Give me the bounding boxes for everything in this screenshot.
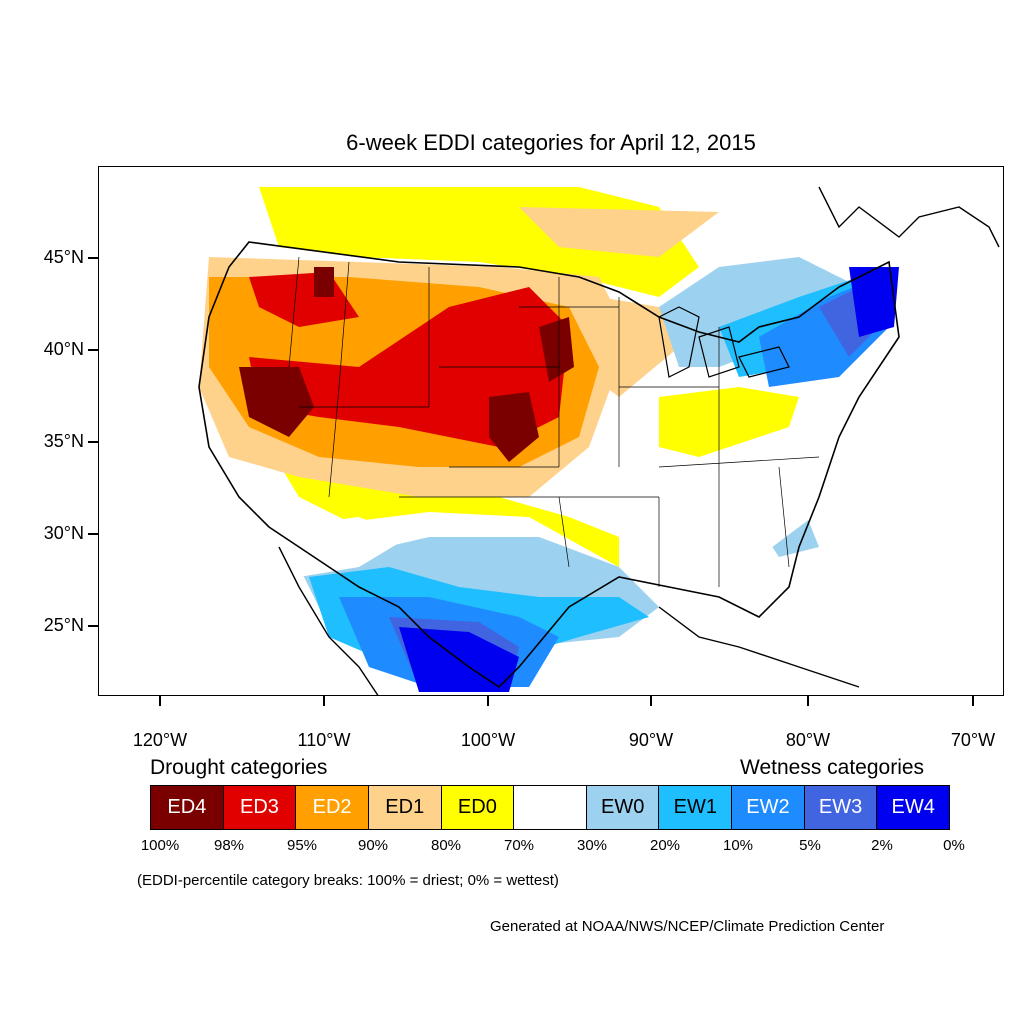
legend-label-ed3: ED3 bbox=[240, 796, 279, 818]
y-label-30n: 30°N bbox=[43, 523, 84, 543]
region-ed1-cap bbox=[519, 207, 719, 257]
category-fill-layer bbox=[199, 187, 949, 692]
legend-label-ed0: ED0 bbox=[457, 796, 497, 818]
wetness-heading: Wetness categories bbox=[740, 756, 925, 779]
legend-cell-ed4: ED4 bbox=[151, 786, 224, 829]
eddi-map bbox=[198, 186, 1000, 695]
y-tick-40 bbox=[88, 349, 98, 351]
y-tick-35 bbox=[88, 441, 98, 443]
category-legend: ED4 ED3 ED2 ED1 ED0 EW0 EW1 EW2 EW3 EW4 bbox=[150, 785, 950, 830]
canada-coast bbox=[818, 186, 1000, 248]
x-label-100w: 100°W bbox=[460, 730, 516, 750]
region-white-gulf bbox=[739, 557, 819, 647]
y-label-35n: 35°N bbox=[43, 431, 84, 451]
y-label-45n: 45°N bbox=[43, 247, 84, 267]
y-tick-25 bbox=[88, 625, 98, 627]
x-tick-100w bbox=[487, 696, 489, 706]
pct-break-98: 98% bbox=[213, 837, 245, 854]
legend-label-ed1: ED1 bbox=[385, 796, 425, 818]
legend-label-ew0: EW0 bbox=[600, 796, 645, 818]
x-label-110w: 110°W bbox=[297, 730, 351, 750]
pct-break-0: 0% bbox=[943, 837, 965, 854]
great-lakes bbox=[658, 306, 790, 378]
legend-cell-ed0: ED0 bbox=[441, 786, 515, 829]
legend-cell-ew1: EW1 bbox=[659, 786, 733, 829]
x-tick-80w bbox=[807, 696, 809, 706]
legend-label-ew4: EW4 bbox=[891, 796, 935, 818]
region-ed4-idaho bbox=[314, 267, 334, 297]
state-lines bbox=[288, 256, 820, 587]
legend-cell-ed2: ED2 bbox=[296, 786, 369, 829]
credit-line: Generated at NOAA/NWS/NCEP/Climate Predi… bbox=[490, 918, 885, 935]
legend-cell-normal bbox=[514, 786, 587, 829]
y-label-25n: 25°N bbox=[43, 615, 84, 635]
region-ed0-mid bbox=[659, 387, 799, 457]
pct-break-2: 2% bbox=[871, 837, 893, 854]
map-title: 6-week EDDI categories for April 12, 201… bbox=[346, 130, 756, 155]
x-label-70w: 70°W bbox=[950, 730, 996, 750]
legend-cell-ed1: ED1 bbox=[368, 786, 442, 829]
region-ed4-nevada bbox=[239, 367, 314, 437]
legend-label-ew1: EW1 bbox=[673, 796, 717, 818]
map-panel bbox=[98, 166, 1004, 696]
region-ew4-ne bbox=[849, 267, 899, 337]
legend-cell-ew2: EW2 bbox=[732, 786, 805, 829]
y-label-40n: 40°N bbox=[43, 339, 84, 359]
legend-cell-ew4: EW4 bbox=[877, 786, 950, 829]
x-label-90w: 90°W bbox=[628, 730, 674, 750]
x-tick-90w bbox=[650, 696, 652, 706]
legend-cell-ew3: EW3 bbox=[804, 786, 878, 829]
legend-label-ew2: EW2 bbox=[746, 796, 790, 818]
pct-break-30: 30% bbox=[576, 837, 608, 854]
region-white-sw bbox=[279, 517, 409, 577]
x-label-120w: 120°W bbox=[132, 730, 188, 750]
us-outline bbox=[198, 241, 900, 689]
pct-break-80: 80% bbox=[430, 837, 462, 854]
x-label-80w: 80°W bbox=[785, 730, 831, 750]
pct-break-10: 10% bbox=[722, 837, 754, 854]
pct-break-100: 100% bbox=[140, 837, 180, 854]
y-tick-30 bbox=[88, 533, 98, 535]
region-ed4-kansas bbox=[489, 392, 539, 462]
category-note: (EDDI-percentile category breaks: 100% =… bbox=[137, 872, 559, 889]
pct-break-95: 95% bbox=[286, 837, 318, 854]
region-white-southeast bbox=[619, 437, 839, 587]
drought-heading: Drought categories bbox=[150, 756, 328, 779]
legend-label-ed4: ED4 bbox=[167, 796, 207, 818]
legend-label-ew3: EW3 bbox=[818, 796, 863, 818]
region-ed1-ne bbox=[579, 297, 679, 397]
x-tick-70w bbox=[972, 696, 974, 706]
pct-break-20: 20% bbox=[649, 837, 681, 854]
pct-break-90: 90% bbox=[357, 837, 389, 854]
legend-cell-ed3: ED3 bbox=[223, 786, 297, 829]
boundary-lines bbox=[198, 186, 1000, 695]
y-tick-45 bbox=[88, 257, 98, 259]
pct-break-5: 5% bbox=[799, 837, 821, 854]
legend-cell-ew0: EW0 bbox=[586, 786, 660, 829]
region-ed4-dakota bbox=[539, 317, 574, 382]
x-tick-110w bbox=[323, 696, 325, 706]
legend-label-ed2: ED2 bbox=[312, 796, 352, 818]
mexico-coast bbox=[278, 546, 860, 695]
x-tick-120w bbox=[159, 696, 161, 706]
pct-break-70: 70% bbox=[503, 837, 535, 854]
